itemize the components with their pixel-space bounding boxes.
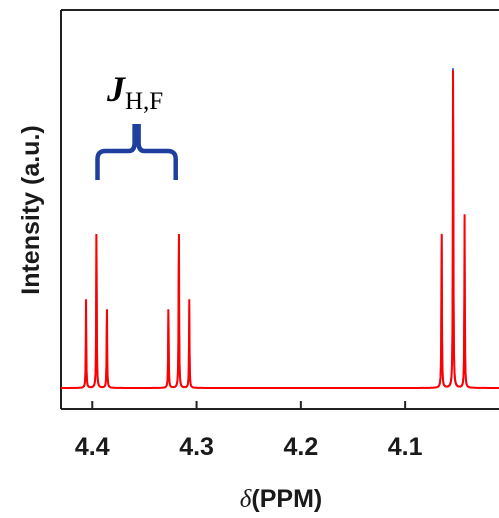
x-ticks (91, 401, 407, 409)
x-tick-label: 4.3 (179, 433, 214, 461)
series-group (61, 68, 499, 389)
x-tick-labels: 4.4 4.3 4.2 4.1 (75, 433, 423, 461)
spectrum-line-red (61, 70, 499, 389)
x-tick-label: 4.4 (75, 433, 110, 461)
x-axis-title: δ(PPM) (240, 485, 322, 513)
x-tick-label: 4.2 (283, 433, 318, 461)
coupling-bracket (95, 124, 178, 180)
x-axis-title-unit: (PPM) (251, 485, 322, 513)
coupling-label-main: J (106, 69, 126, 109)
coupling-label-sub: H,F (125, 88, 163, 115)
x-axis-title-symbol: δ (240, 486, 252, 513)
spectrum-line-blue (61, 68, 499, 389)
x-tick-label: 4.1 (388, 433, 423, 461)
y-axis-title: Intensity (a.u.) (17, 125, 45, 294)
coupling-label: JH,F (106, 69, 163, 115)
